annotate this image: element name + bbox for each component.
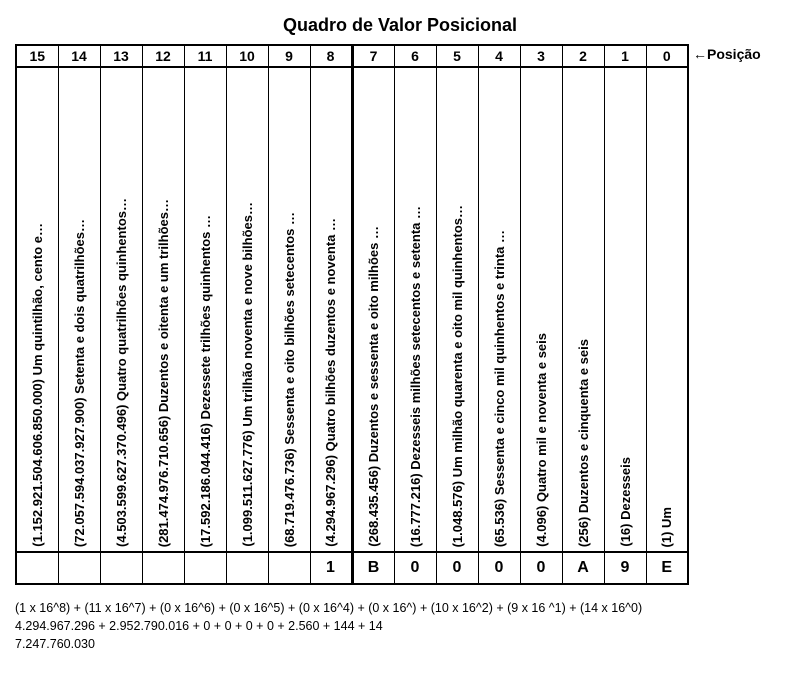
description-cell: (68.719.476.736) Sessenta e oito bilhões… [268,67,310,552]
calc-line-3: 7.247.760.030 [15,635,785,653]
digit-cell [100,552,142,584]
positional-table: 1514131211109876543210 (1.152.921.504.60… [15,44,689,585]
description-cell: (1) Um [646,67,688,552]
position-header-cell: 4 [478,45,520,67]
position-header-cell: 8 [310,45,352,67]
description-row: (1.152.921.504.606.850.000) Um quintilhã… [16,67,688,552]
description-cell: (4.503.599.627.370.496) Quatro quatrilhõ… [100,67,142,552]
position-header-cell: 6 [394,45,436,67]
description-text: (16) Dezesseis [618,457,633,547]
digit-cell [58,552,100,584]
description-text: (268.435.456) Duzentos e sessenta e oito… [366,226,381,547]
position-header-cell: 7 [352,45,394,67]
position-header-cell: 1 [604,45,646,67]
description-text: (4.096) Quatro mil e noventa e seis [534,333,549,547]
position-header-cell: 9 [268,45,310,67]
description-text: (4.294.967.296) Quatro bilhões duzentos … [323,218,338,547]
description-text: (17.592.186.044.416) Dezessete trilhões … [198,215,213,547]
description-cell: (17.592.186.044.416) Dezessete trilhões … [184,67,226,552]
posicao-arrow-label: ←Posição [689,44,761,62]
description-text: (1) Um [659,507,674,547]
description-cell: (281.474.976.710.656) Duzentos e oitenta… [142,67,184,552]
digit-cell [184,552,226,584]
description-text: (1.152.921.504.606.850.000) Um quintilhã… [30,223,45,547]
position-header-cell: 5 [436,45,478,67]
position-header-cell: 3 [520,45,562,67]
digit-cell: 9 [604,552,646,584]
description-cell: (1.099.511.627.776) Um trilhão noventa e… [226,67,268,552]
position-header-cell: 10 [226,45,268,67]
digit-cell [268,552,310,584]
position-header-cell: 0 [646,45,688,67]
description-cell: (65.536) Sessenta e cinco mil quinhentos… [478,67,520,552]
description-text: (68.719.476.736) Sessenta e oito bilhões… [282,212,297,547]
calc-line-1: (1 x 16^8) + (11 x 16^7) + (0 x 16^6) + … [15,599,785,617]
calculation-block: (1 x 16^8) + (11 x 16^7) + (0 x 16^6) + … [15,599,785,653]
position-header-cell: 2 [562,45,604,67]
digit-row: 1B0000A9E [16,552,688,584]
digit-cell: 0 [520,552,562,584]
description-cell: (1.048.576) Um milhão quarenta e oito mi… [436,67,478,552]
description-text: (1.099.511.627.776) Um trilhão noventa e… [240,202,255,547]
description-text: (281.474.976.710.656) Duzentos e oitenta… [156,199,171,547]
digit-cell [226,552,268,584]
digit-cell: 1 [310,552,352,584]
description-cell: (16) Dezesseis [604,67,646,552]
position-header-cell: 11 [184,45,226,67]
description-text: (65.536) Sessenta e cinco mil quinhentos… [492,230,507,547]
position-header-row: 1514131211109876543210 [16,45,688,67]
description-text: (4.503.599.627.370.496) Quatro quatrilhõ… [114,198,129,547]
digit-cell: 0 [394,552,436,584]
description-text: (256) Duzentos e cinquenta e seis [576,339,591,547]
description-cell: (4.294.967.296) Quatro bilhões duzentos … [310,67,352,552]
position-header-cell: 14 [58,45,100,67]
calc-line-2: 4.294.967.296 + 2.952.790.016 + 0 + 0 + … [15,617,785,635]
description-cell: (72.057.594.037.927.900) Setenta e dois … [58,67,100,552]
position-header-cell: 13 [100,45,142,67]
position-header-cell: 12 [142,45,184,67]
description-cell: (1.152.921.504.606.850.000) Um quintilhã… [16,67,58,552]
description-cell: (268.435.456) Duzentos e sessenta e oito… [352,67,394,552]
description-cell: (256) Duzentos e cinquenta e seis [562,67,604,552]
page-title: Quadro de Valor Posicional [15,15,785,36]
digit-cell [16,552,58,584]
digit-cell: 0 [436,552,478,584]
description-cell: (4.096) Quatro mil e noventa e seis [520,67,562,552]
digit-cell: A [562,552,604,584]
description-text: (1.048.576) Um milhão quarenta e oito mi… [450,205,465,547]
digit-cell: 0 [478,552,520,584]
position-header-cell: 15 [16,45,58,67]
description-text: (72.057.594.037.927.900) Setenta e dois … [72,219,87,547]
description-text: (16.777.216) Dezesseis milhões setecento… [408,206,423,547]
digit-cell: E [646,552,688,584]
table-wrapper: 1514131211109876543210 (1.152.921.504.60… [15,44,785,585]
digit-cell [142,552,184,584]
description-cell: (16.777.216) Dezesseis milhões setecento… [394,67,436,552]
digit-cell: B [352,552,394,584]
